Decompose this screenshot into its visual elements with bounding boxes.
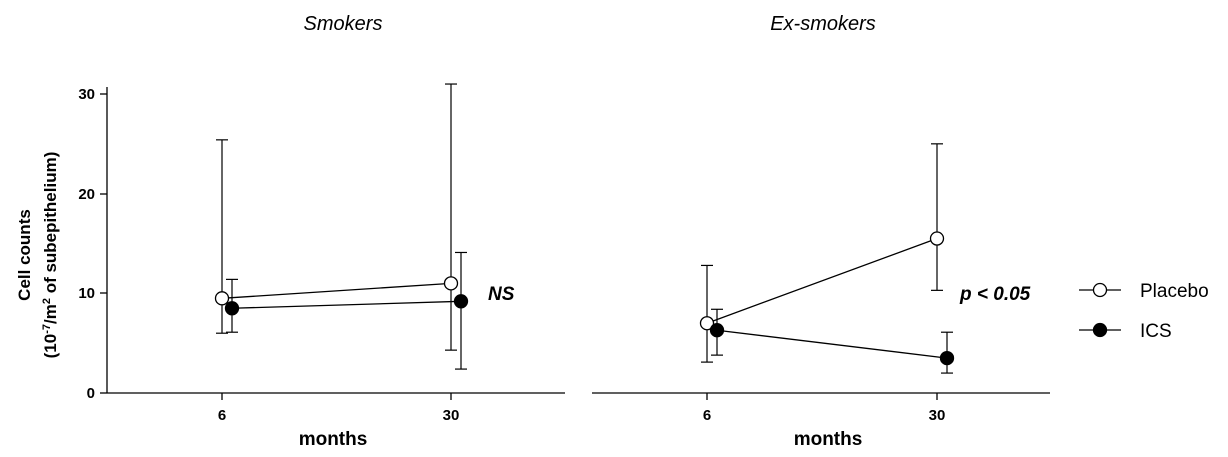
annotation-ns: NS — [488, 284, 515, 305]
y-axis-label-pre: (10 — [41, 334, 60, 359]
smokers-placebo-point-6 — [214, 291, 230, 306]
panel-title-ex-smokers: Ex-smokers — [770, 13, 876, 35]
left-x-tick-label-30: 30 — [443, 407, 460, 424]
legend-placebo-label: Placebo — [1140, 281, 1209, 302]
panel-title-smokers: Smokers — [304, 13, 383, 35]
smokers-ics-series-line — [231, 300, 462, 309]
y-tick-label-10: 10 — [78, 285, 95, 302]
legend-ics-marker — [1092, 322, 1108, 338]
left-panel-axes — [100, 87, 565, 400]
smokers-ics-point-6 — [224, 301, 240, 316]
y-axis-label-line1: Cell counts — [15, 209, 34, 301]
y-axis-label: Cell counts (10-7/m2 of subepithelium) — [15, 152, 60, 359]
left-x-axis-label: months — [299, 429, 368, 450]
y-tick-label-20: 20 — [78, 186, 95, 203]
y-axis-label-mid: /m — [41, 304, 60, 324]
ex-smokers-placebo-point-6 — [699, 316, 715, 331]
left-x-tick-label-6: 6 — [218, 407, 226, 424]
smokers-ics-point-30 — [453, 294, 469, 309]
y-tick-label-0: 0 — [87, 385, 95, 402]
legend: Placebo ICS — [1079, 281, 1209, 342]
legend-ics-label: ICS — [1140, 321, 1172, 342]
y-tick-label-30: 30 — [78, 86, 95, 103]
annotation-p-value: p < 0.05 — [959, 284, 1031, 305]
ex-smokers-ics-series-line — [716, 329, 948, 359]
smokers-placebo-series-line — [221, 282, 452, 299]
y-axis-label-post: of subepithelium) — [41, 152, 60, 298]
ex-smokers-placebo-point-30 — [929, 231, 945, 246]
ex-smokers-placebo-series-line — [706, 237, 938, 324]
ex-smokers-ics-point-30 — [939, 350, 955, 366]
smokers-placebo-point-30 — [443, 276, 459, 291]
right-x-axis-label: months — [794, 429, 863, 450]
ex-smokers-ics-point-6 — [709, 323, 725, 338]
y-axis-label-exp1: -7 — [41, 324, 53, 334]
y-axis-label-line2: (10-7/m2 of subepithelium) — [41, 152, 60, 359]
right-x-tick-label-6: 6 — [703, 407, 711, 424]
y-axis-label-exp2: 2 — [41, 298, 53, 304]
legend-placebo-marker — [1092, 282, 1108, 298]
data-marks — [214, 83, 955, 374]
right-x-tick-label-30: 30 — [929, 407, 946, 424]
right-panel-axes — [592, 392, 1050, 400]
